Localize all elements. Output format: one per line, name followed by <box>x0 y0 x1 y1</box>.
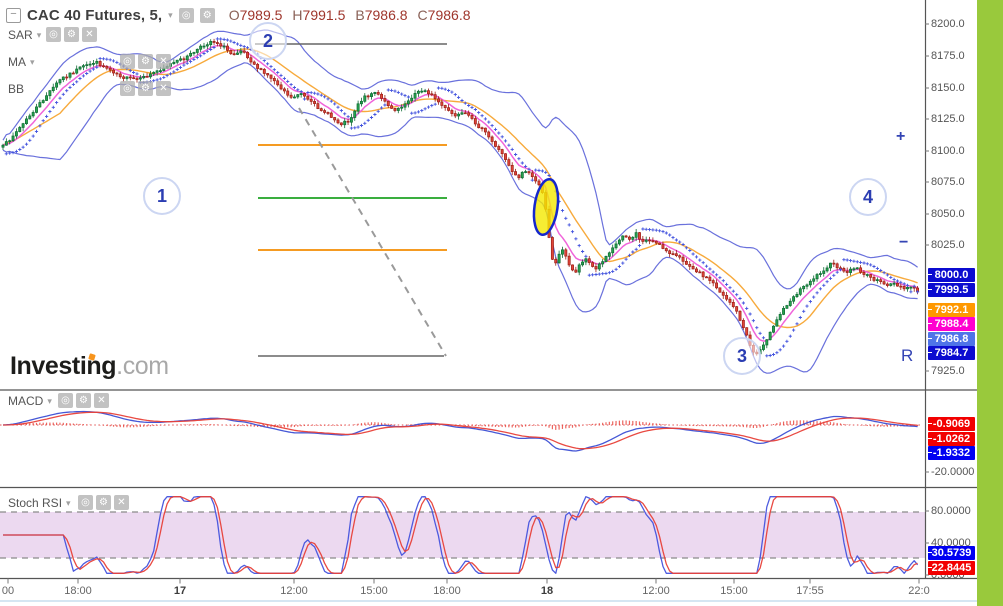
time-axis-label: 12:00 <box>280 585 308 597</box>
indicator-label: MACD <box>8 394 44 408</box>
side-strip <box>977 0 1003 606</box>
price-price-badge: 7992.1 <box>928 303 975 317</box>
chevron-down-icon[interactable]: ▾ <box>66 497 71 508</box>
price-price-badge: 7999.5 <box>928 282 975 297</box>
ohlc-label: B <box>355 7 365 23</box>
zoom-in-button[interactable]: + <box>896 128 906 145</box>
price-tick-label: 8100.0 <box>931 145 965 157</box>
ohlc-value: 7986.8 <box>364 7 408 23</box>
wave-count-circle-1[interactable]: 1 <box>143 177 181 215</box>
ohlc-values: O7989.5 H7991.5 B7986.8 C7986.8 <box>229 7 471 23</box>
time-axis-label: 15:00 <box>360 585 388 597</box>
ohlc-label: H <box>292 7 303 23</box>
chart-header: − CAC 40 Futures, 5, ▾ ◎ ⚙ O7989.5 H7991.… <box>6 5 471 25</box>
wave-count-circle-4[interactable]: 4 <box>849 178 887 216</box>
eye-icon[interactable]: ◎ <box>120 54 135 69</box>
price-tick-label: 8150.0 <box>931 82 965 94</box>
price-tick-label: 8050.0 <box>931 208 965 220</box>
gear-icon[interactable]: ⚙ <box>138 81 153 96</box>
wave-count-circle-2[interactable]: 2 <box>249 22 287 60</box>
ohlc-label: C <box>417 7 428 23</box>
eye-icon[interactable]: ◎ <box>46 27 61 42</box>
ohlc-value: 7986.8 <box>427 7 471 23</box>
macd-tick-label: -20.0000 <box>931 466 975 478</box>
indicator-label: SAR <box>8 28 33 42</box>
chevron-down-icon[interactable]: ▾ <box>30 56 35 67</box>
price-price-badge: 7986.8 <box>928 331 975 346</box>
chart-title[interactable]: CAC 40 Futures, 5, <box>27 6 163 24</box>
close-icon[interactable]: ✕ <box>82 27 97 42</box>
gear-icon[interactable]: ⚙ <box>199 7 215 23</box>
price-price-badge: 7984.7 <box>928 346 975 360</box>
indicator-row-sar: SAR ▾ ◎ ⚙ ✕ <box>8 27 97 42</box>
indicator-row-bb: BB ◎ ⚙ ✕ <box>8 81 171 96</box>
time-axis-label: 00 <box>1 585 15 597</box>
indicator-label: MA <box>8 55 26 69</box>
zoom-out-button[interactable]: − <box>899 234 909 251</box>
price-price-badge: 8000.0 <box>928 268 975 282</box>
ohlc-value: 7991.5 <box>302 7 346 23</box>
close-icon[interactable]: ✕ <box>156 81 171 96</box>
indicator-row-stoch-rsi: Stoch RSI ▾ ◎ ⚙ ✕ <box>8 495 129 510</box>
macd-price-badge: -0.9069 <box>928 417 975 431</box>
chevron-down-icon[interactable]: ▾ <box>168 9 173 20</box>
price-tick-label: 7925.0 <box>931 365 965 377</box>
ohlc-value: 7989.5 <box>239 7 283 23</box>
close-icon[interactable]: ✕ <box>94 393 109 408</box>
stoch-tick-label: 80.0000 <box>931 505 971 517</box>
close-icon[interactable]: ✕ <box>156 54 171 69</box>
chevron-down-icon[interactable]: ▾ <box>36 29 42 40</box>
indicator-label: BB <box>8 82 25 96</box>
gear-icon[interactable]: ⚙ <box>76 393 91 408</box>
indicator-row-ma: MA ▾ ◎ ⚙ ✕ <box>8 54 171 69</box>
time-axis-label: 22:0 <box>908 585 930 597</box>
eye-icon[interactable]: ◎ <box>178 7 194 23</box>
time-axis-label: 17:55 <box>796 585 824 597</box>
time-axis-label: 18:00 <box>433 585 461 597</box>
price-tick-label: 8125.0 <box>931 113 965 125</box>
stoch-price-badge: 22.8445 <box>928 560 975 575</box>
eye-icon[interactable]: ◎ <box>58 393 73 408</box>
close-icon[interactable]: ✕ <box>114 495 129 510</box>
chevron-down-icon[interactable]: ▾ <box>47 395 52 406</box>
macd-price-badge: -1.0262 <box>928 431 975 446</box>
time-axis-label: 15:00 <box>720 585 748 597</box>
wave-count-circle-3[interactable]: 3 <box>723 337 761 375</box>
indicator-row-macd: MACD ▾ ◎ ⚙ ✕ <box>8 393 109 408</box>
macd-price-badge: -1.9332 <box>928 446 975 460</box>
eye-icon[interactable]: ◎ <box>78 495 93 510</box>
reset-scale-button[interactable]: R <box>901 346 914 365</box>
gear-icon[interactable]: ⚙ <box>138 54 153 69</box>
price-tick-label: 8200.0 <box>931 18 965 30</box>
time-axis-label: 18 <box>540 585 554 597</box>
collapse-icon[interactable]: − <box>6 7 21 23</box>
time-axis-label: 17 <box>173 585 187 597</box>
gear-icon[interactable]: ⚙ <box>96 495 111 510</box>
time-axis-label: 18:00 <box>64 585 92 597</box>
gear-icon[interactable]: ⚙ <box>64 27 79 42</box>
indicator-label: Stoch RSI <box>8 496 63 510</box>
ohlc-label: O <box>228 7 240 23</box>
price-tick-label: 8175.0 <box>931 50 965 62</box>
bottom-divider <box>0 600 977 602</box>
price-price-badge: 7988.4 <box>928 317 975 331</box>
price-tick-label: 8075.0 <box>931 176 965 188</box>
stoch-price-badge: 30.5739 <box>928 546 975 560</box>
price-tick-label: 8025.0 <box>931 239 965 251</box>
investing-logo: Investing.com <box>10 352 169 380</box>
eye-icon[interactable]: ◎ <box>120 81 135 96</box>
time-axis-label: 12:00 <box>642 585 670 597</box>
